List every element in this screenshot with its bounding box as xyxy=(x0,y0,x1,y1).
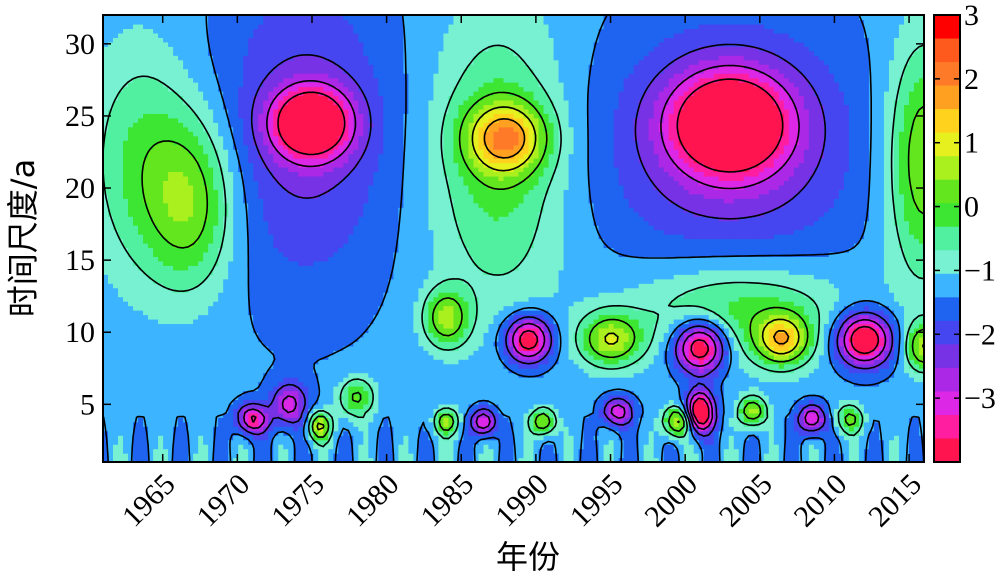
x-tick-label: 2005 xyxy=(713,468,779,534)
colorbar-band xyxy=(934,297,960,321)
colorbar-band xyxy=(934,415,960,439)
colorbar-band xyxy=(934,15,960,39)
colorbar-band xyxy=(934,109,960,133)
colorbar-band xyxy=(934,344,960,368)
colorbar-band xyxy=(934,321,960,345)
colorbar-tick-label: −3 xyxy=(964,382,996,415)
colorbar-band xyxy=(934,156,960,180)
y-tick-label: 10 xyxy=(65,316,95,349)
colorbar-band xyxy=(934,62,960,86)
x-axis-title: 年份 xyxy=(496,538,560,576)
y-axis-title: 时间尺度/a xyxy=(4,159,42,317)
x-tick-label: 1970 xyxy=(191,468,257,534)
colorbar-band xyxy=(934,39,960,63)
colorbar-band xyxy=(934,133,960,157)
colorbar-band xyxy=(934,180,960,204)
x-tick-label: 1975 xyxy=(265,468,331,534)
y-tick-label: 15 xyxy=(65,244,95,277)
colorbar-band xyxy=(934,274,960,298)
colorbar-tick-label: 1 xyxy=(964,127,979,160)
colorbar-tick-label: 3 xyxy=(964,0,979,32)
colorbar-band xyxy=(934,227,960,251)
x-tick-label: 1980 xyxy=(340,468,406,534)
x-tick-label: 2000 xyxy=(638,468,704,534)
x-tick-label: 1990 xyxy=(489,468,555,534)
colorbar-band xyxy=(934,86,960,110)
contour-fill xyxy=(103,15,925,463)
colorbar-band xyxy=(934,438,960,462)
y-tick-label: 25 xyxy=(65,100,95,133)
contour-plot-area xyxy=(103,15,925,463)
colorbar-tick-label: 2 xyxy=(964,63,979,96)
y-tick-label: 5 xyxy=(80,388,95,421)
colorbar-band xyxy=(934,391,960,415)
colorbar-tick-label: −2 xyxy=(964,318,996,351)
colorbar: 3 2 1 0 −1 −2 −3 xyxy=(934,0,996,463)
y-tick-label: 20 xyxy=(65,172,95,205)
colorbar-tick-label: −1 xyxy=(964,254,996,287)
colorbar-tick-label: 0 xyxy=(964,191,979,224)
x-tick-label: 1995 xyxy=(564,468,630,534)
x-tick-label: 1965 xyxy=(116,468,182,534)
colorbar-band xyxy=(934,368,960,392)
x-tick-label: 2015 xyxy=(862,468,928,534)
y-tick-label: 30 xyxy=(65,28,95,61)
x-tick-label: 2010 xyxy=(788,468,854,534)
x-tick-label: 1985 xyxy=(414,468,480,534)
